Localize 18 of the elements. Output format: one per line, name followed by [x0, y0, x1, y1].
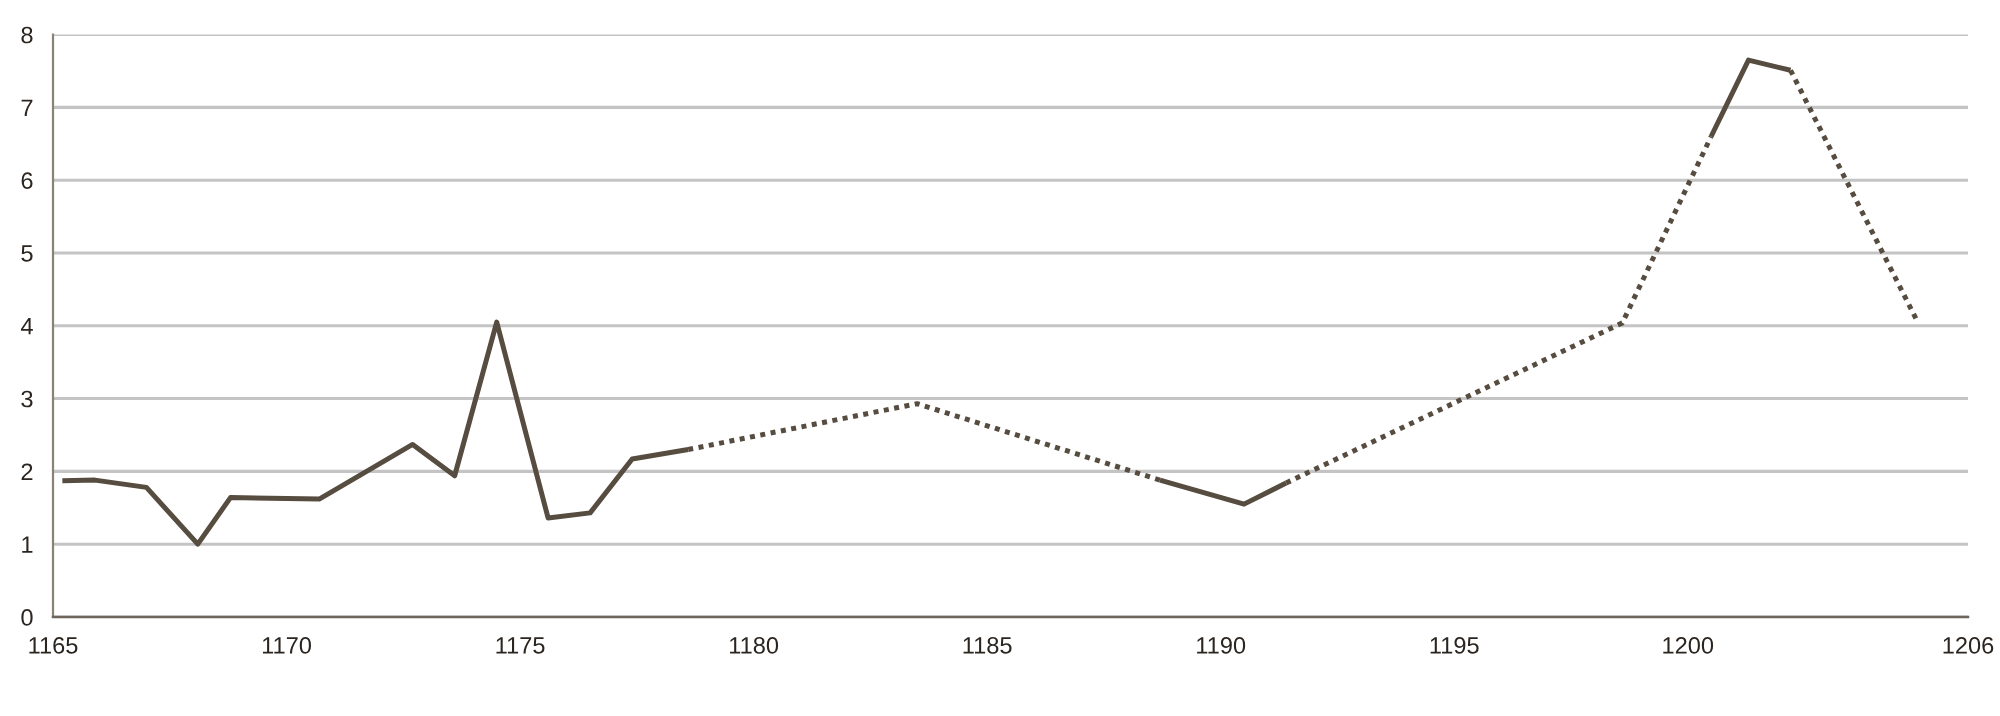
y-tick-label: 7 [21, 99, 33, 116]
y-tick-label: 4 [20, 318, 33, 335]
x-tick-label: 1170 [262, 637, 312, 654]
x-tick-label: 1190 [1197, 637, 1246, 654]
y-tick-label: 6 [21, 172, 33, 189]
x-tick-label: 1185 [963, 637, 1012, 654]
x-tick-label: 1180 [730, 637, 779, 654]
y-tick-label: 3 [21, 390, 33, 408]
y-tick-label: 8 [21, 26, 33, 44]
x-tick-label: 1206 [1943, 637, 1994, 654]
x-tick-label: 1165 [29, 637, 78, 654]
y-tick-label: 1 [22, 536, 33, 553]
x-tick-label: 1195 [1430, 637, 1479, 654]
y-tick-label: 2 [21, 463, 33, 480]
y-tick-label: 5 [21, 245, 33, 262]
x-tick-label: 1200 [1663, 637, 1714, 654]
y-tick-label: 0 [21, 609, 33, 626]
x-tick-label: 1175 [496, 637, 545, 654]
